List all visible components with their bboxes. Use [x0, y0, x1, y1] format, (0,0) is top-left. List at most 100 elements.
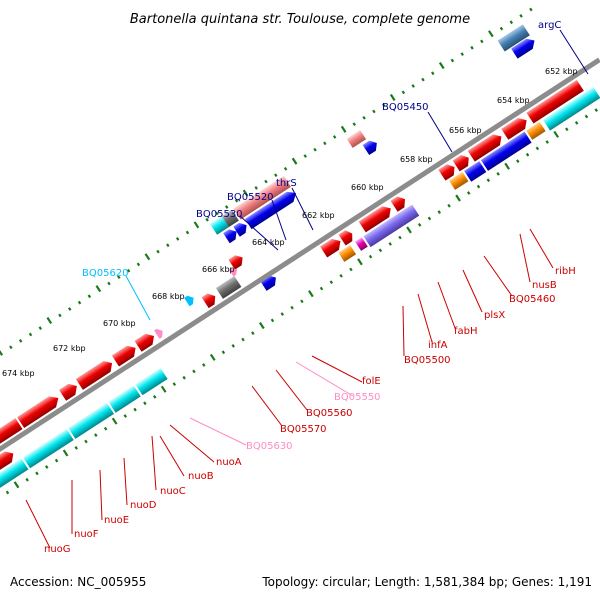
- minor-tick: [231, 344, 235, 348]
- label-nuoF: nuoF: [74, 529, 99, 540]
- gene-block: [228, 255, 243, 270]
- label-BQ05620: BQ05620: [82, 268, 129, 279]
- gene-forward-2: [233, 222, 247, 237]
- label-BQ05500: BQ05500: [404, 355, 451, 366]
- minor-tick: [476, 184, 481, 189]
- label-nuoC: nuoC: [160, 486, 186, 497]
- gene-ribH: [464, 161, 487, 182]
- label-nusB: nusB: [532, 280, 557, 291]
- minor-tick: [283, 166, 288, 171]
- gene-block: [134, 333, 154, 352]
- tick-label: 674 kbp: [2, 369, 35, 378]
- gene-nuoD: [68, 402, 114, 439]
- minor-tick: [565, 127, 569, 132]
- minor-tick: [254, 186, 258, 190]
- major-tick: [209, 353, 216, 361]
- minor-tick: [241, 337, 245, 342]
- gene-block: [75, 360, 113, 390]
- minor-tick: [525, 152, 530, 157]
- gene-fabH: [358, 206, 391, 233]
- minor-tick: [584, 114, 589, 119]
- minor-tick: [77, 300, 82, 305]
- major-tick: [46, 316, 53, 325]
- label-plsX: plsX: [484, 310, 505, 321]
- major-tick: [242, 189, 249, 197]
- minor-tick: [496, 171, 500, 176]
- minor-tick: [5, 490, 10, 495]
- major-tick: [258, 321, 265, 330]
- tick-label: 654 kbp: [497, 96, 530, 105]
- minor-tick: [221, 350, 226, 355]
- gene-nuoC: [108, 385, 141, 413]
- minor-tick: [202, 363, 206, 367]
- label-folE: folE: [362, 376, 381, 387]
- gene-BQ05620: [184, 295, 194, 307]
- minor-tick: [87, 294, 92, 299]
- minor-tick: [185, 230, 190, 235]
- minor-tick: [339, 273, 343, 278]
- major-tick: [111, 417, 118, 425]
- major-tick: [357, 258, 363, 266]
- major-tick: [340, 125, 347, 133]
- tick-label: 660 kbp: [351, 183, 384, 192]
- gene-red-large: [467, 134, 502, 162]
- minor-tick: [133, 407, 137, 412]
- gene-block: [201, 293, 216, 309]
- minor-tick: [431, 71, 435, 76]
- gene-orange-3: [526, 121, 546, 140]
- minor-tick: [264, 179, 268, 184]
- gene-orange-1: [338, 244, 357, 262]
- minor-tick: [45, 465, 49, 469]
- gene-plsX: [363, 204, 420, 248]
- major-tick: [308, 290, 314, 298]
- minor-tick: [388, 242, 392, 246]
- tick-labels: 652 kbp 654 kbp 656 kbp 658 kbp 660 kbp …: [2, 67, 578, 378]
- tick-label: 670 kbp: [103, 319, 136, 328]
- minor-tick: [192, 369, 196, 374]
- label-BQ05450: BQ05450: [382, 102, 429, 113]
- minor-tick: [368, 254, 373, 259]
- minor-tick: [182, 375, 186, 380]
- gene-forward-5: [511, 38, 535, 59]
- gene-red-small: [390, 196, 405, 212]
- major-tick: [160, 385, 167, 393]
- gene-nuoG: [0, 451, 14, 489]
- minor-tick: [329, 280, 334, 285]
- minor-tick: [447, 203, 451, 208]
- major-tick: [0, 348, 4, 356]
- minor-tick: [421, 77, 425, 82]
- minor-tick: [205, 217, 209, 222]
- minor-tick: [460, 52, 464, 56]
- minor-tick: [28, 332, 33, 337]
- gene-BQ05560: [215, 276, 242, 299]
- gene-ihfA: [338, 230, 353, 246]
- major-tick: [553, 130, 560, 138]
- minor-tick: [372, 109, 376, 114]
- minor-tick: [499, 26, 504, 31]
- minor-tick: [117, 275, 121, 279]
- gene-pseudo-BQ05630: [154, 328, 163, 339]
- minor-tick: [9, 345, 13, 350]
- tick-label: 652 kbp: [545, 67, 578, 76]
- minor-tick: [136, 262, 141, 267]
- gene-forward-4: [362, 140, 377, 156]
- minor-tick: [362, 115, 366, 120]
- minor-tick: [126, 268, 131, 273]
- minor-tick: [323, 141, 327, 146]
- minor-tick: [516, 159, 520, 163]
- genome-backbone: [0, 57, 600, 487]
- minor-tick: [94, 433, 98, 437]
- label-nuoE: nuoE: [104, 515, 129, 526]
- minor-tick: [349, 267, 353, 272]
- minor-tick: [103, 426, 108, 431]
- minor-tick: [166, 243, 170, 248]
- minor-tick: [143, 401, 147, 406]
- gene-red-right-2: [526, 79, 584, 124]
- minor-tick: [74, 446, 78, 450]
- minor-tick: [545, 140, 549, 144]
- tick-label: 662 kbp: [302, 211, 335, 220]
- minor-tick: [535, 146, 540, 151]
- label-BQ05460: BQ05460: [509, 294, 556, 305]
- minor-tick: [18, 338, 23, 343]
- minor-tick: [529, 7, 533, 12]
